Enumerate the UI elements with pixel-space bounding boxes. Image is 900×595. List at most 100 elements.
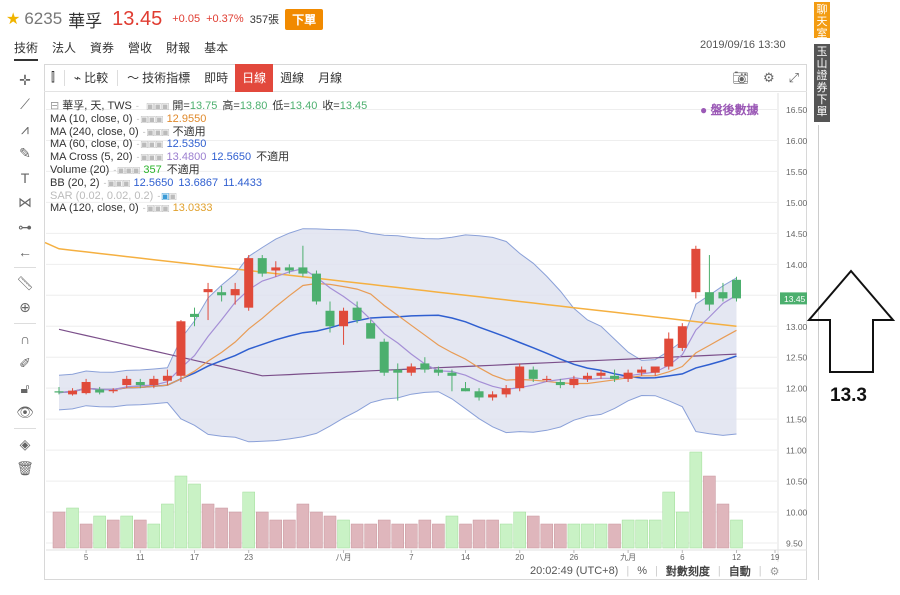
layers-icon[interactable]: ◈ [19, 435, 31, 452]
compare-button[interactable]: ⌁ 比較 [67, 64, 115, 92]
price-tick-label: 10.00 [786, 508, 807, 518]
legend-menu-icon[interactable]: - ▣▣▣ [142, 126, 170, 137]
magnet-icon[interactable]: ∩ [19, 331, 31, 348]
ma60-name: MA (60, close, 0) [50, 138, 133, 151]
time-tick-label: 20 [515, 553, 524, 562]
candle-body [135, 381, 145, 386]
tab-technical[interactable]: 技術 [14, 39, 39, 61]
candle-icon: ⫿ [51, 70, 55, 84]
legend-menu-icon[interactable]: - [135, 101, 139, 111]
candle-body [54, 391, 64, 393]
candle-body [244, 258, 254, 308]
tab-basic[interactable]: 基本 [204, 41, 229, 55]
gear-icon[interactable]: ⚙ [762, 69, 775, 85]
legend-menu-icon[interactable]: - ▣▣▣ [113, 164, 140, 175]
time-tick-label: 26 [569, 553, 578, 562]
volume-bar [730, 519, 743, 549]
volume-name: Volume (20) [50, 163, 110, 176]
price-chart[interactable]: 16.5016.0015.5015.0014.5014.0013.5013.00… [45, 93, 807, 563]
candle-body [325, 310, 335, 327]
stock-price: 13.45 [112, 7, 163, 30]
ma10-value: 12.9550 [166, 112, 207, 125]
indicator-legend: ⊟ 華孚, 天, TWS - ▣▣▣ 開= 13.75 高= 13.80 低= 13.… [50, 100, 367, 215]
bb-v2: 13.6867 [178, 176, 219, 189]
legend-menu-icon[interactable]: - ▣▣▣ [136, 113, 164, 124]
fullscreen-icon[interactable]: ⤢ [788, 69, 799, 85]
tab-financials[interactable]: 財報 [166, 41, 191, 55]
candle-type-button[interactable]: ⫿ [44, 64, 62, 92]
legend-ma60[interactable]: MA (60, close, 0) - ▣▣▣ 12.5350 [50, 138, 367, 151]
volume-bar [554, 523, 567, 549]
settings-gear-icon[interactable]: ⚙ [769, 565, 780, 578]
legend-menu-icon[interactable]: - ▣▣▣ [136, 139, 164, 150]
price-tick-label: 11.00 [786, 446, 807, 456]
legend-volume[interactable]: Volume (20) - ▣▣▣ 357 不適用 [50, 164, 367, 177]
back-arrow-icon[interactable]: ← [18, 243, 32, 260]
monthly-button[interactable]: 月線 [318, 71, 343, 85]
candle-body [501, 388, 511, 395]
legend-bb[interactable]: BB (20, 2) - ▣▣▣ 12.5650 13.6867 11.4433 [50, 177, 367, 190]
candle-body [433, 369, 443, 373]
legend-ohlc[interactable]: ⊟ 華孚, 天, TWS - ▣▣▣ 開= 13.75 高= 13.80 低= 13.… [50, 100, 367, 113]
tab-margin[interactable]: 資券 [90, 41, 115, 55]
candle-body [271, 267, 281, 271]
legend-sar[interactable]: SAR (0.02, 0.02, 0.2) - ▣▣ [50, 190, 367, 203]
text-icon[interactable]: T [20, 170, 30, 187]
candle-body [284, 267, 294, 271]
log-scale-toggle[interactable]: 對數刻度 [665, 566, 710, 578]
candle-body [555, 381, 565, 386]
eye-icon[interactable]: 👁︎ [16, 404, 34, 421]
trend-line-icon[interactable]: ⟋ [20, 96, 30, 113]
daily-button[interactable]: 日線 [235, 63, 274, 92]
trash-icon[interactable]: 🗑︎ [16, 460, 34, 477]
toolbar-divider [117, 69, 119, 86]
tab-institutional[interactable]: 法人 [52, 41, 77, 55]
legend-menu-icon[interactable]: - ▣▣▣ [142, 203, 170, 214]
legend-boxes-icon[interactable]: ▣▣▣ [145, 101, 169, 111]
legend-menu-icon[interactable]: - ▣▣ [157, 190, 177, 201]
fib-icon[interactable]: ⩘ [21, 120, 29, 137]
volume-bar [377, 519, 391, 549]
candle-body [298, 267, 308, 274]
ruler-icon[interactable]: 📏︎ [16, 274, 34, 291]
cross-v1: 13.4800 [166, 151, 207, 164]
pattern-icon[interactable]: ⋈ [18, 194, 32, 211]
indicators-button[interactable]: 〜 技術指標 [120, 64, 197, 92]
tab-revenue[interactable]: 營收 [128, 41, 153, 55]
order-button[interactable]: 下單 [285, 8, 324, 30]
volume-bar [405, 523, 418, 549]
prediction-icon[interactable]: ⊶ [18, 218, 32, 235]
pencil-lock-icon[interactable]: ✐ [19, 355, 31, 372]
realtime-button[interactable]: 即時 [204, 71, 229, 85]
candle-body [637, 369, 647, 373]
legend-menu-icon[interactable]: - ▣▣▣ [136, 152, 164, 163]
candle-body [230, 289, 240, 296]
legend-ma10[interactable]: MA (10, close, 0) - ▣▣▣ 12.9550 [50, 113, 367, 126]
volume-bar [391, 523, 404, 549]
zoom-in-icon[interactable]: ⊕ [19, 299, 31, 316]
legend-ma240[interactable]: MA (240, close, 0) - ▣▣▣ 不適用 [50, 126, 367, 139]
chat-room-tab[interactable]: 聊天室 [814, 2, 830, 40]
favorite-star-icon[interactable]: ★ [6, 11, 21, 28]
volume-bar [93, 515, 106, 549]
broker-order-tab[interactable]: 玉山證券下單 [814, 44, 830, 122]
side-divider [818, 125, 819, 580]
time-tick-label: 八月 [336, 553, 352, 562]
weekly-button[interactable]: 週線 [280, 71, 305, 85]
time-tick-label: 11 [136, 553, 145, 562]
percent-toggle[interactable]: % [637, 565, 647, 577]
time-tick-label: 7 [409, 553, 414, 562]
volume-bar [283, 519, 296, 549]
crosshair-icon[interactable]: ✛ [19, 71, 31, 88]
legend-ma-cross[interactable]: MA Cross (5, 20) - ▣▣▣ 13.4800 12.5650 不… [50, 151, 367, 164]
legend-ma120[interactable]: MA (120, close, 0) - ▣▣▣ 13.0333 [50, 202, 367, 215]
brush-icon[interactable]: ✎ [19, 145, 31, 162]
volume-bar [350, 523, 364, 549]
legend-menu-icon[interactable]: - ▣▣▣ [103, 177, 131, 188]
auto-scale-toggle[interactable]: 自動 [728, 566, 751, 578]
volume-bar [418, 519, 432, 549]
price-change: +0.05 [172, 13, 201, 25]
sar-name: SAR (0.02, 0.02, 0.2) [50, 189, 154, 202]
camera-icon[interactable]: 📷︎ [732, 69, 749, 85]
lock-icon[interactable]: 🔓︎ [20, 379, 30, 396]
